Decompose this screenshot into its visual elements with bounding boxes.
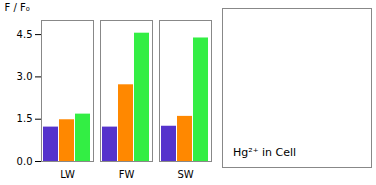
svg-text:FW: FW — [119, 169, 135, 180]
svg-text:LW: LW — [60, 169, 75, 180]
svg-text:SW: SW — [177, 169, 193, 180]
svg-text:0.0: 0.0 — [17, 156, 33, 167]
svg-text:1.5: 1.5 — [17, 113, 33, 124]
html-text:Hg²⁺ in Cell: Hg²⁺ in Cell — [233, 146, 297, 159]
svg-text:F / F₀: F / F₀ — [5, 2, 30, 13]
svg-text:3.0: 3.0 — [17, 71, 33, 82]
svg-text:4.5: 4.5 — [17, 29, 33, 40]
